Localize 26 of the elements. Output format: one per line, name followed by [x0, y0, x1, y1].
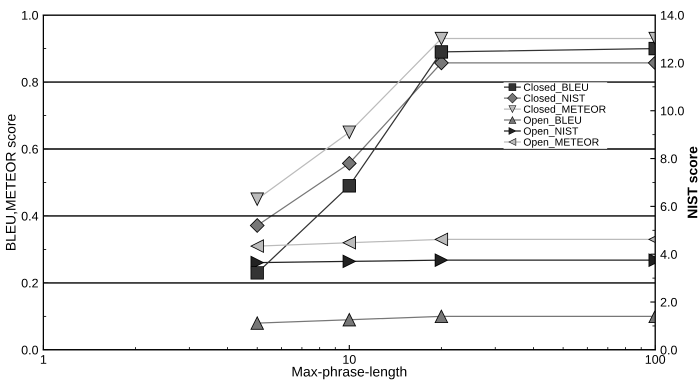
- y2-tick-label: 2.0: [660, 298, 677, 307]
- y2-tick-label: 6.0: [660, 202, 677, 212]
- legend-label: Closed_METEOR: [524, 105, 606, 115]
- y2-axis-title: NIST score: [688, 146, 698, 218]
- x-tick-label: 100: [646, 355, 666, 364]
- legend-label: Closed_BLEU: [524, 83, 588, 93]
- y-tick-label: 0.2: [22, 278, 38, 288]
- y-axis-title: BLEU,METEOR score: [6, 114, 18, 250]
- y2-tick-label: 10.0: [661, 106, 684, 116]
- y2-tick-label: 0.0: [660, 346, 677, 354]
- legend-label: Closed_NIST: [524, 94, 586, 104]
- y-tick-label: 0.4: [22, 212, 38, 221]
- y2-tick-label: 14.0: [661, 10, 684, 20]
- y-tick-label: 0.6: [22, 144, 38, 154]
- y2-tick-label: 4.0: [660, 250, 677, 259]
- y-tick-label: 1.0: [22, 10, 38, 20]
- legend-label: Open_BLEU: [524, 116, 582, 126]
- x-tick-label: 1: [40, 355, 46, 364]
- x-tick-label: 10: [343, 355, 356, 364]
- y-tick-label: 0.0: [22, 346, 38, 354]
- y2-tick-label: 12.0: [661, 58, 684, 68]
- legend-label: Open_METEOR: [524, 138, 599, 148]
- x-axis-title: Max-phrase-length: [292, 366, 406, 380]
- y-tick-label: 0.8: [22, 78, 38, 87]
- y2-tick-label: 8.0: [660, 154, 677, 164]
- legend-label: Open_NIST: [524, 127, 578, 137]
